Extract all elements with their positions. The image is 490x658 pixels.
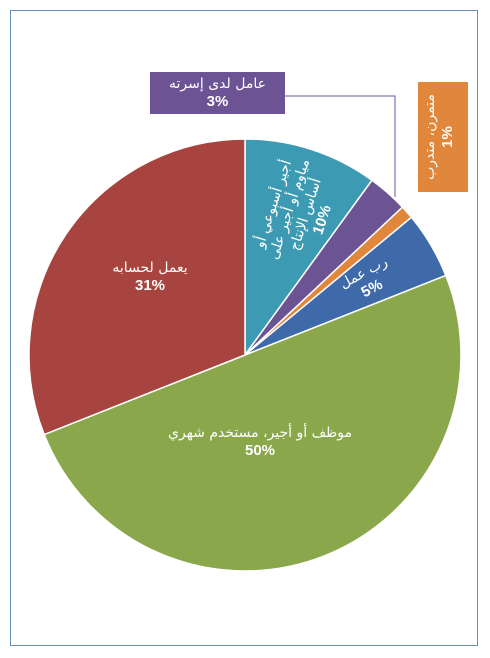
value-label: 1% (439, 126, 456, 148)
value-label: 50% (244, 442, 276, 459)
category-name: يعمل لحسابه (112, 260, 188, 276)
slice-label: موظف أو أجير، مستخدم شهري 50% (160, 425, 360, 459)
slice-label: يعمل لحسابه 31% (70, 260, 230, 294)
pie-slice (28, 138, 246, 436)
leader-line (285, 95, 396, 197)
category-name: متمرن، متدرب (422, 94, 438, 180)
category-name: موظف أو أجير، مستخدم شهري (168, 425, 352, 441)
value-label: 3% (206, 93, 229, 110)
category-name: عامل لدى إسرته (169, 76, 266, 92)
value-label: 31% (134, 277, 166, 294)
pie-slice (43, 274, 462, 572)
pie-slice (244, 138, 374, 358)
chart-frame (10, 10, 478, 646)
slice-label: متمرن، متدرب 1% (418, 82, 468, 192)
slice-label: عامل لدى إسرته 3% (150, 72, 285, 114)
